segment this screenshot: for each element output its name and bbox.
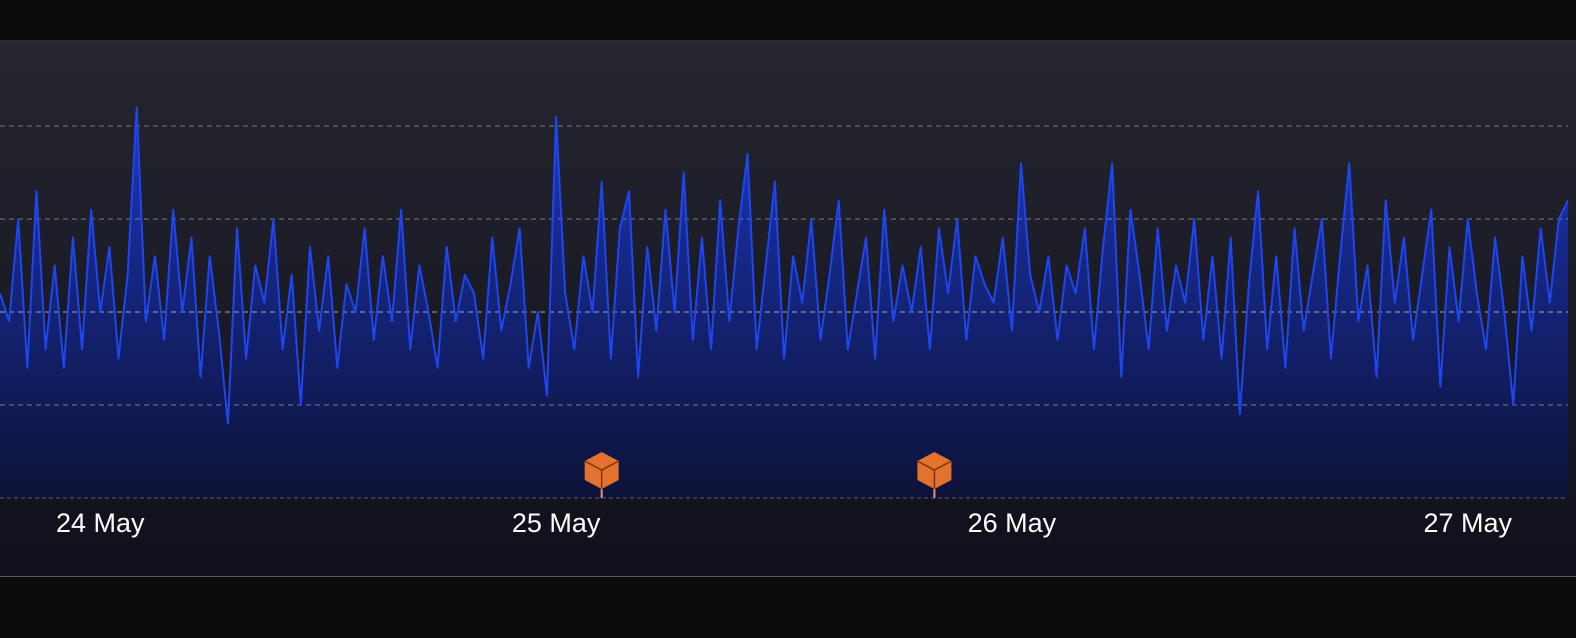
x-tick-label: 26 May — [968, 508, 1057, 538]
event-marker — [917, 452, 952, 498]
x-tick-label: 27 May — [1423, 508, 1512, 538]
event-marker — [584, 452, 620, 498]
x-tick-label: 24 May — [56, 508, 145, 538]
area-fill — [0, 107, 1568, 499]
event-cube-edges — [584, 460, 620, 489]
event-cube-edges — [917, 460, 952, 489]
x-tick-label: 25 May — [512, 508, 601, 538]
top-bar — [0, 0, 1576, 40]
data-line — [0, 106, 1569, 425]
